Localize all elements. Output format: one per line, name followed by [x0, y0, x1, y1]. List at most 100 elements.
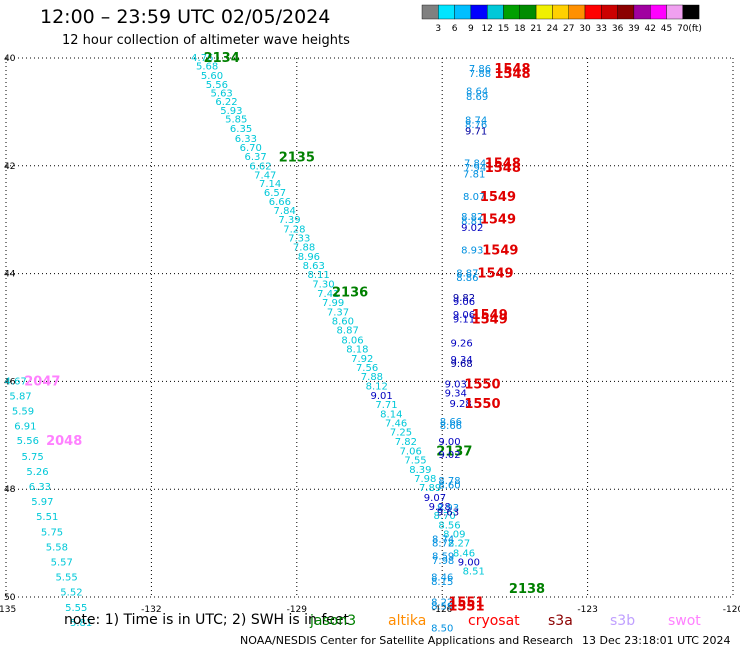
x-tick-label: -123 — [577, 605, 597, 615]
colorbar-tick-label: 39 — [628, 24, 640, 34]
swh-value-label: 9.82 — [453, 293, 475, 304]
swh-value-label: 8.14 — [380, 409, 402, 420]
x-tick-label: -132 — [141, 605, 161, 615]
swh-value-label: 5.52 — [60, 588, 82, 599]
swh-value-label: 5.26 — [26, 467, 48, 478]
swh-value-label: 9.01 — [370, 391, 392, 402]
swh-value-label: 8.74 — [432, 534, 454, 545]
swh-value-label: 8.78 — [438, 476, 460, 487]
swh-value-label: 6.22 — [215, 97, 237, 108]
y-tick-label: 40 — [4, 54, 16, 64]
swh-value-label: 8.18 — [346, 345, 368, 356]
swh-value-label: 8.06 — [341, 335, 363, 346]
swh-value-label: 8.22 — [431, 597, 453, 608]
y-tick-label: 48 — [4, 485, 16, 495]
legend-entry-swot: swot — [668, 613, 701, 629]
swh-value-label: 6.37 — [244, 152, 266, 163]
colorbar-tick-label: 36 — [612, 24, 624, 34]
swh-value-label: 7.88 — [361, 372, 383, 383]
swh-value-label: 6.66 — [269, 197, 291, 208]
colorbar-tick-label: 45 — [661, 24, 672, 34]
chart-subtitle: 12 hour collection of altimeter wave hei… — [62, 33, 350, 48]
swh-value-label: 9.11 — [453, 314, 475, 325]
colorbar-tick-label: 33 — [596, 24, 607, 34]
legend-entry-s3a: s3a — [548, 613, 573, 629]
swh-value-label: 7.88 — [293, 243, 315, 254]
swh-value-label: 7.84 — [464, 159, 486, 170]
swh-value-label: 8.07 — [463, 192, 485, 203]
swh-value-label: 8.93 — [461, 245, 483, 256]
swh-value-label: 9.68 — [450, 359, 472, 370]
x-tick-label: -126 — [432, 605, 453, 615]
swh-value-label: 8.64 — [466, 86, 488, 97]
swh-value-label: 5.51 — [36, 512, 58, 523]
swh-value-label: 8.51 — [463, 567, 485, 578]
swh-value-label: 9.26 — [450, 339, 472, 350]
swh-value-label: 7.41 — [317, 289, 339, 300]
orbit-number-label: 1550 — [464, 378, 500, 393]
swh-value-label: 8.72 — [432, 539, 454, 550]
colorbar-tick-label: 30 — [579, 24, 591, 34]
swh-value-label: 5.56 — [17, 436, 39, 447]
swh-value-label: 9.28 — [429, 502, 451, 513]
swh-value-label: 5.81 — [70, 618, 92, 629]
satellite-legend: jason3 altika cryosat s3a s3b swot — [309, 613, 701, 629]
swh-value-label: 9.06 — [453, 297, 475, 308]
orbit-number-label: 2134 — [204, 51, 240, 66]
swh-value-label: 5.68 — [196, 62, 218, 73]
credit-line: NOAA/NESDIS Center for Satellite Applica… — [240, 634, 574, 647]
legend-entry-altika: altika — [388, 613, 426, 629]
swh-value-label: 5.57 — [51, 558, 73, 569]
orbit-number-label: 1549 — [480, 190, 516, 205]
swh-value-label: 7.33 — [288, 234, 310, 245]
swh-value-label: 7.82 — [395, 437, 417, 448]
x-tick-label: -135 — [0, 605, 16, 615]
swh-value-label: 5.63 — [211, 89, 233, 100]
orbit-number-label: 1549 — [482, 243, 518, 258]
colorbar-tick-label: 70 — [677, 24, 689, 34]
legend-entry-jason3: jason3 — [309, 613, 356, 629]
swh-value-label: 7.99 — [322, 298, 344, 309]
colorbar-tick-label: 21 — [530, 24, 541, 34]
swh-value-label: 7.71 — [375, 400, 397, 411]
swh-value-label: 7.98 — [414, 474, 436, 485]
swh-value-label: 7.25 — [390, 428, 412, 439]
x-tick-label: -120 — [723, 605, 740, 615]
orbit-number-label: 2138 — [509, 582, 545, 597]
swh-value-label: 5.75 — [22, 452, 44, 463]
orbit-number-label: 1548 — [485, 161, 521, 176]
swh-value-label: 8.60 — [438, 480, 460, 491]
swh-value-label: 9.06 — [453, 310, 475, 321]
swh-value-label: 7.55 — [404, 456, 426, 467]
swh-value-label: 8.39 — [409, 465, 431, 476]
swh-value-label: 7.92 — [351, 354, 373, 365]
swh-value-label: 5.85 — [225, 114, 247, 125]
colorbar-tick-label: 12 — [481, 24, 492, 34]
swh-value-label: 8.87 — [337, 326, 359, 337]
orbit-number-label: 1551 — [448, 595, 484, 610]
swh-value-label: 5.58 — [46, 542, 68, 553]
swh-value-label: 9.03 — [445, 380, 467, 391]
orbit-number-label: 1549 — [472, 312, 508, 327]
swh-value-label: 8.81 — [461, 216, 483, 227]
swh-value-label: 8.46 — [431, 573, 453, 584]
swh-value-label: 8.46 — [453, 548, 475, 559]
y-tick-label: 42 — [4, 162, 15, 172]
swh-value-label: 8.60 — [332, 317, 354, 328]
swh-value-label: 9.63 — [437, 507, 459, 518]
swh-value-label: 5.56 — [206, 80, 228, 91]
swh-value-label: 8.76 — [465, 120, 487, 131]
colorbar-tick-label: 27 — [563, 24, 574, 34]
swh-value-label: 8.93 — [437, 503, 459, 514]
orbit-number-label: 2136 — [332, 285, 368, 300]
swh-value-label: 5.55 — [65, 603, 87, 614]
swh-value-label: 4.76 — [191, 53, 213, 64]
swh-value-label: 5.55 — [55, 573, 77, 584]
orbit-number-label: 1548 — [494, 67, 530, 82]
swh-value-label: 7.84 — [274, 206, 296, 217]
colorbar-tick-label: 42 — [644, 24, 655, 34]
swh-value-label: 9.28 — [449, 399, 471, 410]
colorbar-tick-label: 18 — [514, 24, 526, 34]
swh-value-label: 8.12 — [366, 381, 388, 392]
y-tick-label: 44 — [4, 270, 16, 280]
